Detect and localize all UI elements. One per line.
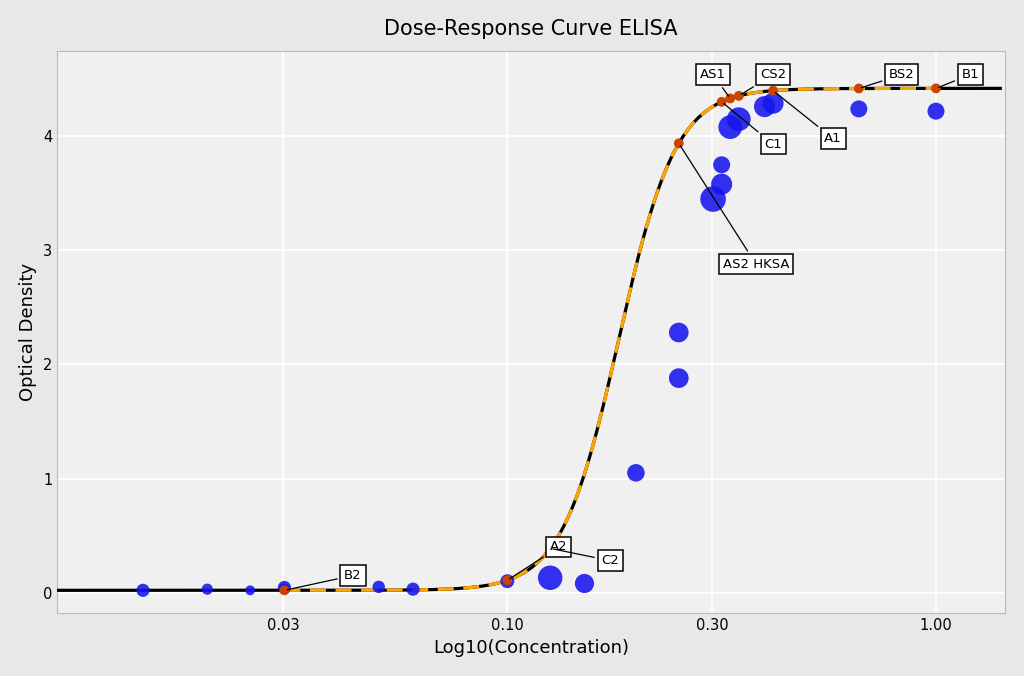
Point — [851, 83, 867, 94]
Point — [722, 93, 738, 104]
Point — [714, 178, 730, 189]
Point — [757, 101, 773, 112]
Point — [714, 97, 730, 107]
Text: C2: C2 — [553, 549, 620, 567]
Point — [765, 98, 781, 109]
Point — [242, 585, 258, 596]
Point — [371, 581, 387, 592]
Text: BS2: BS2 — [861, 68, 914, 88]
Text: B1: B1 — [939, 68, 979, 87]
Point — [671, 138, 687, 149]
Text: A1: A1 — [775, 93, 842, 145]
Y-axis label: Optical Density: Optical Density — [19, 263, 38, 401]
Point — [722, 122, 738, 132]
Point — [765, 85, 781, 96]
Point — [671, 327, 687, 338]
Point — [404, 584, 421, 595]
Point — [628, 467, 644, 478]
Text: C1: C1 — [724, 103, 782, 151]
Point — [928, 83, 944, 94]
Point — [671, 372, 687, 383]
Point — [499, 575, 515, 585]
Text: A2: A2 — [510, 541, 567, 579]
Point — [714, 160, 730, 170]
X-axis label: Log10(Concentration): Log10(Concentration) — [433, 639, 629, 656]
Point — [135, 585, 152, 596]
Point — [542, 573, 558, 583]
Title: Dose-Response Curve ELISA: Dose-Response Curve ELISA — [384, 20, 678, 39]
Point — [276, 582, 293, 593]
Point — [542, 543, 558, 554]
Text: B2: B2 — [287, 569, 361, 589]
Text: CS2: CS2 — [741, 68, 786, 95]
Point — [851, 103, 867, 114]
Point — [730, 91, 746, 101]
Point — [705, 193, 721, 204]
Point — [499, 576, 515, 587]
Point — [577, 578, 593, 589]
Point — [928, 105, 944, 116]
Point — [276, 584, 293, 595]
Point — [276, 585, 293, 596]
Text: AS2 HKSA: AS2 HKSA — [680, 146, 790, 270]
Point — [199, 584, 215, 595]
Point — [730, 114, 746, 124]
Text: AS1: AS1 — [700, 68, 729, 96]
